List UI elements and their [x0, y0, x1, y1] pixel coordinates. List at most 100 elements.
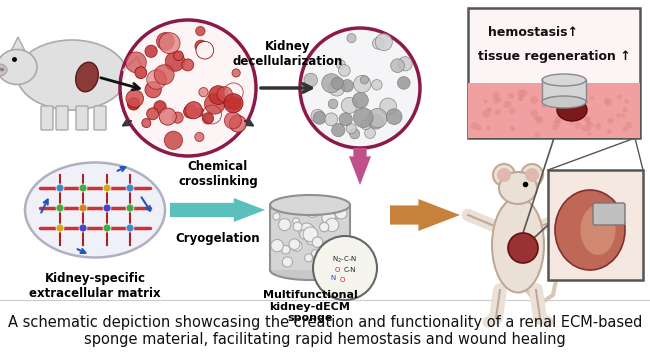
- Circle shape: [292, 218, 299, 224]
- Text: Cryogelation: Cryogelation: [176, 232, 260, 245]
- Circle shape: [493, 164, 515, 186]
- Circle shape: [79, 204, 87, 212]
- Circle shape: [147, 70, 166, 89]
- Circle shape: [157, 33, 174, 50]
- Circle shape: [154, 65, 174, 85]
- Circle shape: [365, 128, 376, 138]
- Text: A schematic depiction showcasing the creation and functionality of a renal ECM-b: A schematic depiction showcasing the cre…: [8, 315, 642, 330]
- Circle shape: [125, 52, 146, 73]
- Circle shape: [595, 123, 601, 129]
- Circle shape: [621, 113, 625, 118]
- Circle shape: [328, 99, 338, 109]
- Circle shape: [588, 132, 592, 136]
- Circle shape: [329, 80, 345, 96]
- Circle shape: [339, 113, 352, 126]
- Circle shape: [484, 99, 488, 104]
- Circle shape: [493, 98, 499, 103]
- Circle shape: [303, 227, 318, 242]
- Circle shape: [576, 96, 583, 102]
- Circle shape: [154, 101, 166, 113]
- Circle shape: [339, 65, 350, 76]
- FancyBboxPatch shape: [76, 106, 88, 130]
- Circle shape: [293, 222, 302, 231]
- Circle shape: [56, 224, 64, 232]
- Circle shape: [520, 90, 527, 97]
- Circle shape: [305, 254, 313, 262]
- Circle shape: [341, 80, 354, 92]
- Circle shape: [518, 96, 523, 101]
- Circle shape: [56, 204, 64, 212]
- Circle shape: [159, 33, 180, 54]
- Circle shape: [271, 239, 283, 252]
- Text: O: O: [339, 277, 344, 283]
- Circle shape: [581, 99, 588, 105]
- Circle shape: [536, 116, 543, 124]
- Circle shape: [305, 202, 320, 217]
- Ellipse shape: [0, 50, 37, 85]
- Circle shape: [320, 222, 329, 232]
- Circle shape: [486, 107, 491, 112]
- Circle shape: [209, 86, 228, 104]
- Circle shape: [224, 96, 237, 109]
- Circle shape: [229, 115, 246, 132]
- Ellipse shape: [557, 99, 587, 121]
- Circle shape: [475, 124, 481, 131]
- Circle shape: [196, 108, 204, 116]
- Polygon shape: [170, 198, 265, 222]
- Circle shape: [196, 41, 214, 59]
- Circle shape: [172, 112, 183, 123]
- Ellipse shape: [0, 64, 7, 76]
- Circle shape: [509, 108, 515, 115]
- Circle shape: [322, 211, 335, 225]
- Text: C-N: C-N: [344, 267, 356, 273]
- Circle shape: [604, 98, 612, 106]
- Circle shape: [508, 233, 538, 263]
- Circle shape: [530, 109, 538, 117]
- Circle shape: [554, 116, 562, 124]
- Circle shape: [553, 120, 560, 127]
- Circle shape: [578, 109, 586, 116]
- Circle shape: [308, 229, 315, 235]
- Circle shape: [361, 120, 370, 130]
- Circle shape: [571, 89, 578, 96]
- Circle shape: [326, 218, 339, 232]
- Circle shape: [279, 218, 291, 231]
- Circle shape: [126, 184, 134, 192]
- Circle shape: [323, 241, 330, 247]
- Circle shape: [558, 103, 565, 110]
- Polygon shape: [390, 199, 460, 231]
- Circle shape: [325, 113, 338, 126]
- Circle shape: [585, 117, 590, 122]
- Circle shape: [204, 94, 225, 114]
- Circle shape: [224, 112, 241, 129]
- FancyBboxPatch shape: [468, 8, 640, 138]
- Circle shape: [300, 28, 420, 148]
- Circle shape: [360, 76, 369, 84]
- Circle shape: [313, 236, 377, 300]
- Circle shape: [324, 249, 333, 259]
- Circle shape: [341, 97, 358, 114]
- Circle shape: [391, 59, 404, 73]
- Circle shape: [372, 38, 384, 49]
- Circle shape: [354, 75, 371, 93]
- Circle shape: [521, 164, 543, 186]
- Circle shape: [330, 256, 341, 266]
- FancyBboxPatch shape: [94, 106, 106, 130]
- Circle shape: [126, 90, 144, 107]
- Circle shape: [622, 107, 627, 112]
- Circle shape: [586, 121, 591, 126]
- Circle shape: [386, 109, 402, 125]
- Circle shape: [145, 45, 157, 57]
- Text: sponge material, facilitating rapid hemostasis and wound healing: sponge material, facilitating rapid hemo…: [84, 332, 566, 347]
- Circle shape: [304, 207, 311, 215]
- Circle shape: [397, 76, 410, 89]
- Circle shape: [184, 105, 197, 118]
- Text: hemostasis↑: hemostasis↑: [488, 26, 578, 39]
- Circle shape: [335, 236, 351, 251]
- Circle shape: [147, 108, 159, 120]
- Circle shape: [530, 96, 538, 104]
- Circle shape: [554, 98, 562, 107]
- Circle shape: [380, 98, 396, 115]
- Circle shape: [482, 110, 490, 118]
- Circle shape: [497, 168, 511, 182]
